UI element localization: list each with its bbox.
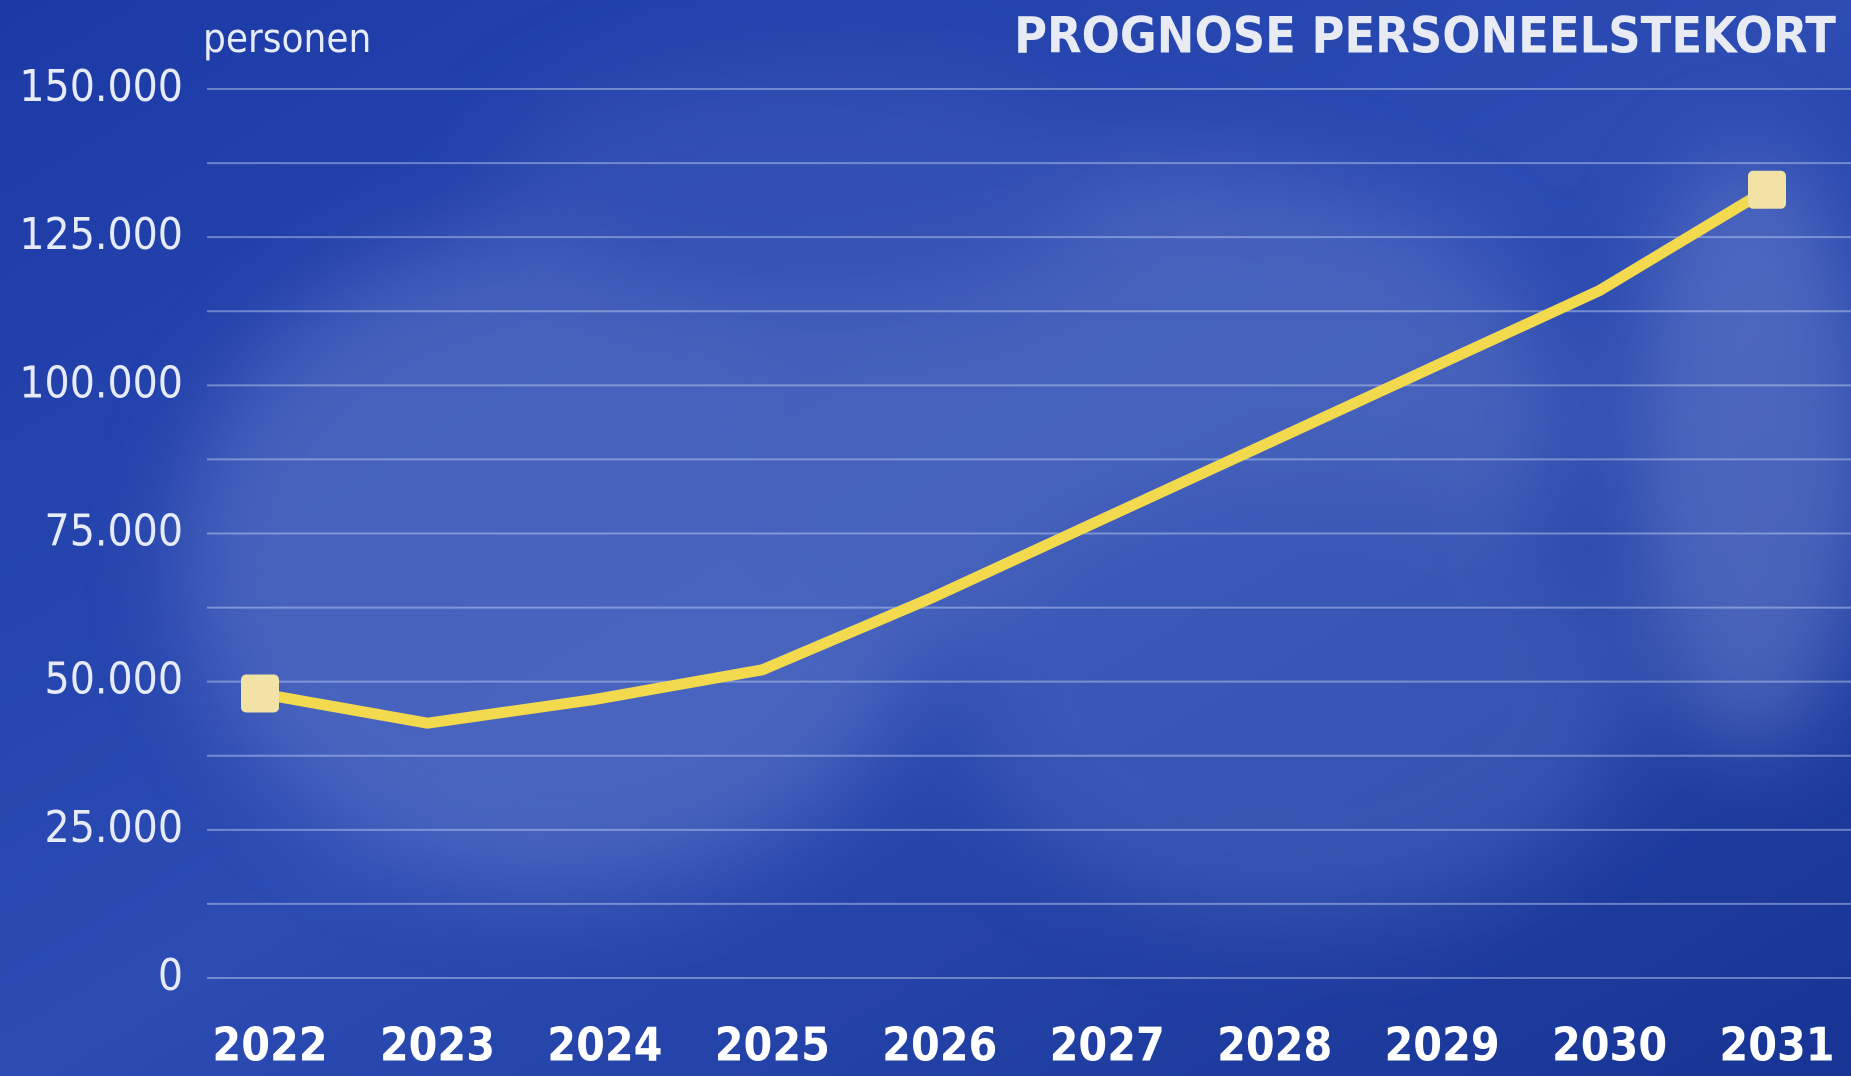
x-tick-label: 2031 xyxy=(1719,1018,1834,1072)
x-tick-label: 2029 xyxy=(1385,1018,1500,1072)
y-tick-label: 100.000 xyxy=(19,357,183,408)
endpoint-marker xyxy=(1748,170,1786,209)
y-tick-label: 150.000 xyxy=(19,61,183,112)
endpoint-marker xyxy=(241,674,279,713)
x-tick-label: 2024 xyxy=(547,1018,662,1072)
y-tick-label: 75.000 xyxy=(45,506,183,557)
x-tick-label: 2030 xyxy=(1552,1018,1667,1072)
data-line xyxy=(254,184,1773,729)
y-tick-label: 25.000 xyxy=(45,802,183,853)
x-tick-label: 2028 xyxy=(1217,1018,1332,1072)
y-tick-label: 50.000 xyxy=(45,654,183,705)
y-tick-label: 125.000 xyxy=(19,209,183,260)
x-tick-label: 2027 xyxy=(1050,1018,1165,1072)
y-tick-label: 0 xyxy=(158,950,183,1001)
x-tick-label: 2026 xyxy=(882,1018,997,1072)
y-axis-label: personen xyxy=(203,16,371,62)
x-tick-label: 2025 xyxy=(715,1018,830,1072)
x-tick-label: 2022 xyxy=(212,1018,327,1072)
chart-title: PROGNOSE PERSONEELSTEKORT xyxy=(1014,7,1836,65)
background-photo xyxy=(180,60,1851,920)
x-tick-label: 2023 xyxy=(380,1018,495,1072)
